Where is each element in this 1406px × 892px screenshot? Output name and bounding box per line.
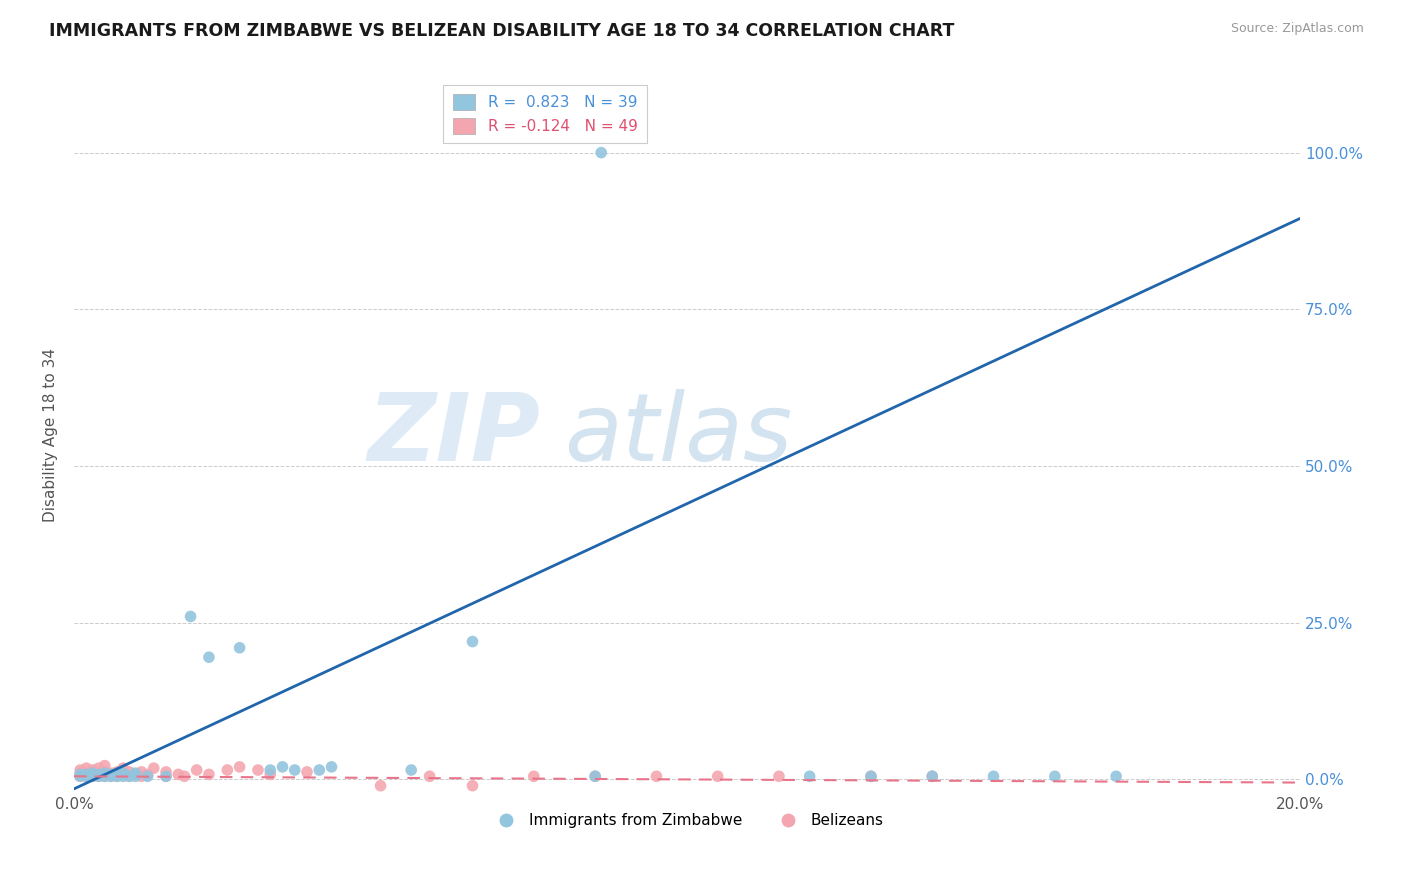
Text: ZIP: ZIP (367, 389, 540, 481)
Point (768, 769, 790, 783)
Point (75, 767, 97, 781)
Point (523, 769, 546, 783)
Point (105, 764, 128, 779)
Point (118, 764, 141, 779)
Point (259, 763, 281, 777)
Point (87, 767, 110, 781)
Point (112, 767, 135, 781)
Point (583, 769, 606, 783)
Point (583, 769, 606, 783)
Point (112, 766, 135, 780)
Point (75, 766, 97, 780)
Point (859, 769, 882, 783)
Point (271, 760, 294, 774)
Point (124, 769, 146, 783)
Point (284, 763, 307, 777)
Point (859, 769, 882, 783)
Point (155, 764, 177, 779)
Point (136, 769, 159, 783)
Point (921, 769, 943, 783)
Point (1105, 769, 1128, 783)
Text: atlas: atlas (564, 389, 793, 480)
Point (100, 767, 122, 781)
Point (799, 769, 821, 783)
Point (69, 769, 91, 783)
Point (308, 763, 330, 777)
Point (118, 769, 141, 783)
Point (155, 769, 177, 783)
Point (87, 766, 110, 780)
Point (112, 769, 135, 783)
Point (321, 760, 343, 774)
Point (228, 640, 250, 655)
Point (1043, 769, 1066, 783)
Point (75, 769, 97, 783)
Point (419, 769, 441, 783)
Point (87, 769, 110, 783)
Point (921, 769, 943, 783)
Point (105, 769, 128, 783)
Point (82, 763, 104, 777)
Point (706, 769, 728, 783)
Text: IMMIGRANTS FROM ZIMBABWE VS BELIZEAN DISABILITY AGE 18 TO 34 CORRELATION CHART: IMMIGRANTS FROM ZIMBABWE VS BELIZEAN DIS… (49, 22, 955, 40)
Point (93, 764, 115, 779)
Point (69, 766, 91, 780)
Point (217, 763, 239, 777)
Point (112, 761, 135, 775)
Point (142, 761, 165, 775)
Point (100, 769, 122, 783)
Point (370, 779, 392, 793)
Point (131, 769, 153, 783)
Point (173, 769, 195, 783)
Point (461, 634, 484, 648)
Point (100, 769, 122, 783)
Point (75, 769, 97, 783)
Point (105, 766, 128, 780)
Point (87, 761, 110, 775)
Point (105, 769, 128, 783)
Point (246, 763, 269, 777)
Point (93, 766, 115, 780)
Point (295, 764, 318, 779)
Point (124, 766, 146, 780)
Point (186, 763, 208, 777)
Point (198, 767, 221, 781)
Point (461, 779, 484, 793)
Point (93, 758, 115, 772)
Point (100, 766, 122, 780)
Point (591, 145, 613, 160)
Point (155, 769, 177, 783)
Point (131, 764, 153, 779)
Point (645, 769, 668, 783)
Text: Source: ZipAtlas.com: Source: ZipAtlas.com (1230, 22, 1364, 36)
Point (69, 763, 91, 777)
Point (82, 766, 104, 780)
Point (180, 609, 202, 624)
Point (124, 767, 146, 781)
Point (228, 760, 250, 774)
Point (983, 769, 1005, 783)
Point (82, 769, 104, 783)
Point (75, 761, 97, 775)
Point (69, 769, 91, 783)
Point (93, 769, 115, 783)
Point (69, 767, 91, 781)
Point (118, 769, 141, 783)
Point (167, 767, 190, 781)
Point (93, 769, 115, 783)
Point (82, 766, 104, 780)
Point (399, 763, 422, 777)
Point (259, 767, 281, 781)
Point (198, 650, 221, 665)
Point (87, 769, 110, 783)
Point (136, 767, 159, 781)
Legend: Immigrants from Zimbabwe, Belizeans: Immigrants from Zimbabwe, Belizeans (484, 807, 890, 834)
Y-axis label: Disability Age 18 to 34: Disability Age 18 to 34 (44, 348, 58, 522)
Point (82, 769, 104, 783)
